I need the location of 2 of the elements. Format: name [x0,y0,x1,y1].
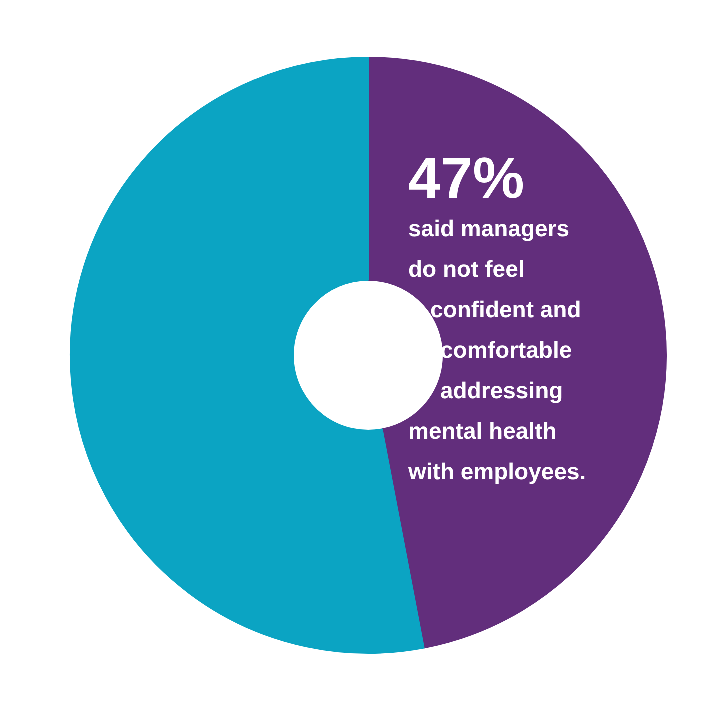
data-label: 47% [408,146,525,211]
text: said managers do not feel confident and comfortable addressing mental health with employees. [408,216,586,484]
